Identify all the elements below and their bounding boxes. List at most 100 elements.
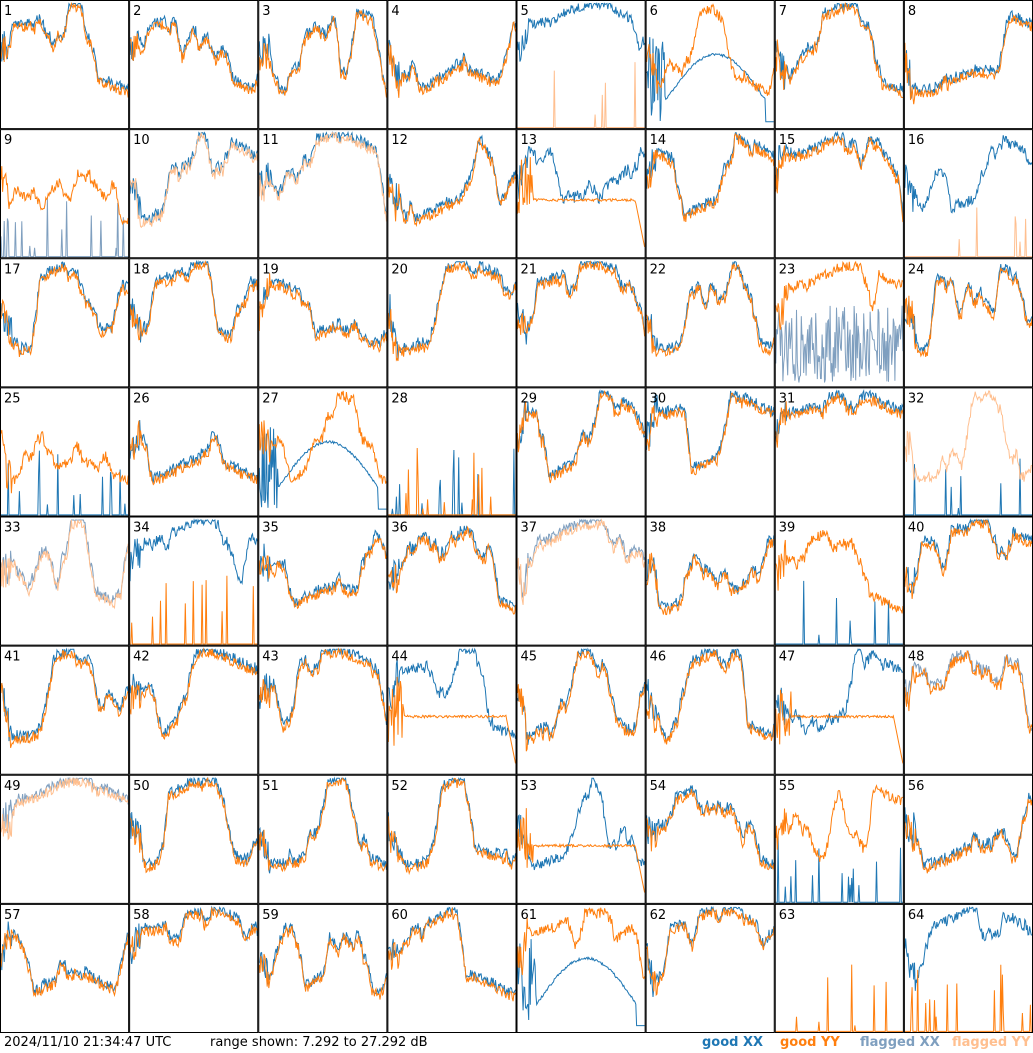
panel-label: 2 [133,4,141,19]
panel-11: 11 [258,129,388,259]
panel-45: 45 [516,645,646,775]
series-yy [517,390,646,484]
series-yy [517,260,646,337]
panel-23: 23 [774,258,904,388]
panel-label: 15 [779,133,796,148]
panel-54: 54 [645,774,775,904]
panel-border [903,774,1033,904]
series-xx [517,939,645,1027]
panel-label: 43 [262,650,279,665]
legend-flagged-xx: flagged XX [860,1035,940,1050]
panel-border [0,129,130,259]
panel-55: 55 [774,774,904,904]
series-xx [258,427,387,510]
panel-label: 22 [650,262,667,277]
series-yy [258,131,387,222]
panel-border [129,774,259,904]
panel-border [774,129,904,259]
series-yy [258,647,387,733]
panel-label: 61 [521,908,538,923]
panel-border [387,129,517,259]
series-yy [0,519,129,610]
series-yy [904,650,1033,734]
panel-43: 43 [258,645,388,775]
panel-label: 29 [521,391,538,406]
series-xx [129,518,258,585]
panel-label: 41 [4,650,21,665]
panel-label: 5 [521,4,529,19]
timestamp: 2024/11/10 21:34:47 UTC [4,1035,172,1050]
series-yy [904,207,1032,258]
panel-border [258,645,388,775]
series-yy [387,676,516,764]
panel-border [129,258,259,388]
panel-label: 54 [650,779,667,794]
series-xx [1,450,129,516]
panel-border [129,129,259,259]
panel-label: 8 [908,4,916,19]
panel-61: 61 [516,903,646,1033]
series-yy [517,650,646,752]
panel-border [129,387,259,517]
series-xx [388,647,516,739]
series-xx [258,776,387,874]
series-yy [0,166,129,226]
series-xx [129,905,258,965]
panel-border [516,258,646,388]
panel-label: 25 [4,391,21,406]
panel-28: 28 [387,387,517,517]
panel-border [903,645,1033,775]
series-yy [904,964,1032,1032]
series-yy [258,925,387,1000]
series-xx [904,135,1033,214]
series-xx [129,419,258,485]
panel-border [0,774,130,904]
panel-12: 12 [387,129,517,259]
panel-border [258,129,388,259]
panel-label: 28 [391,391,408,406]
series-yy [387,21,516,98]
series-yy [129,776,258,874]
series-yy [129,647,258,741]
series-yy [0,929,129,998]
panel-5: 5 [516,0,646,130]
series-yy [517,62,645,128]
panel-label: 36 [391,521,408,536]
series-yy [0,263,129,358]
panel-border [0,0,130,130]
series-yy [387,777,516,876]
panel-border [258,258,388,388]
panel-border [129,516,259,646]
series-yy [387,906,516,1002]
series-xx [258,529,387,608]
panel-50: 50 [129,774,259,904]
panel-border [0,258,130,388]
panel-3: 3 [258,0,388,130]
panel-56: 56 [903,774,1033,904]
series-yy [258,537,387,610]
series-xx [258,278,387,348]
series-xx [646,535,775,613]
series-yy [129,20,258,94]
series-yy [646,132,775,222]
series-yy [646,538,775,616]
series-xx [904,9,1033,99]
panel-14: 14 [645,129,775,259]
panel-32: 32 [903,387,1033,517]
series-yy [775,529,904,614]
panel-border [645,387,775,517]
series-yy [775,689,904,764]
panel-border [645,0,775,130]
series-xx [0,198,129,258]
panel-border [903,903,1033,1033]
panel-border [645,774,775,904]
footer: 2024/11/10 21:34:47 UTC range shown: 7.2… [0,1033,1033,1053]
panel-64: 64 [903,903,1033,1033]
panel-30: 30 [645,387,775,517]
panel-border [129,903,259,1033]
panel-13: 13 [516,129,646,259]
series-yy [517,157,646,247]
panel-border [516,387,646,517]
panel-7: 7 [774,0,904,130]
series-yy [129,420,258,486]
